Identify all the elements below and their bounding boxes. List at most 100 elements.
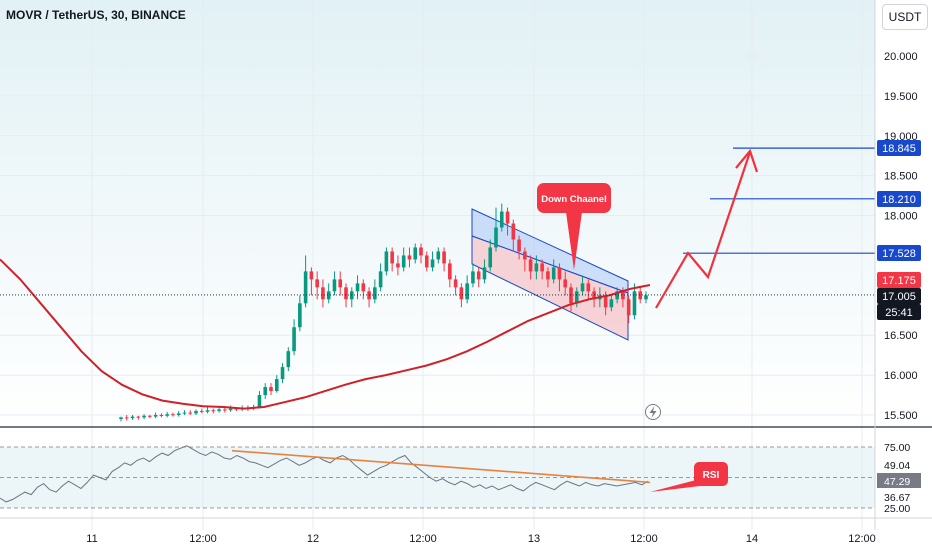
- candle-body: [488, 247, 493, 268]
- rsi-tick-label: 25.00: [884, 503, 910, 515]
- candle-body: [401, 255, 406, 268]
- candle-body: [638, 291, 643, 300]
- candle: [511, 219, 516, 252]
- candle-body: [632, 291, 637, 316]
- candle: [442, 247, 446, 272]
- moving-average-line: [0, 258, 651, 410]
- price-label-text: 25:41: [885, 307, 913, 319]
- rsi-callout: RSI: [650, 462, 728, 492]
- candle-body: [448, 263, 452, 280]
- candle-body: [511, 223, 516, 240]
- rsi-value-label: 49.04: [884, 460, 910, 472]
- candle: [326, 283, 331, 304]
- price-label: 17.005: [877, 288, 921, 304]
- candle-body: [557, 267, 562, 280]
- candle: [615, 287, 619, 304]
- candle-body: [130, 416, 135, 419]
- candle-body: [574, 291, 579, 304]
- candle-body: [234, 408, 239, 410]
- grid-lines: [0, 0, 875, 530]
- time-tick-label: 12:00: [848, 533, 876, 545]
- candle: [124, 415, 129, 421]
- candle: [194, 409, 198, 415]
- candle: [309, 267, 314, 296]
- channel-callout-pointer: [566, 212, 582, 270]
- candle-body: [523, 251, 527, 260]
- candle: [586, 279, 591, 300]
- candle-body: [182, 412, 187, 414]
- price-label-box: [877, 245, 921, 261]
- candle: [274, 375, 279, 393]
- candle: [148, 415, 152, 419]
- rsi-trend-line: [231, 449, 651, 484]
- time-tick-label: 13: [528, 533, 540, 545]
- price-label-box: [877, 288, 921, 304]
- time-tick-label: 12:00: [630, 533, 658, 545]
- candle-body: [205, 410, 210, 412]
- candle-body: [465, 283, 469, 300]
- candle-body: [424, 255, 429, 268]
- candle-body: [413, 247, 418, 260]
- rsi-value-text: 36.67: [884, 492, 910, 504]
- candle: [424, 251, 429, 272]
- candle: [373, 279, 377, 304]
- candle-body: [373, 287, 377, 300]
- price-label-box: [877, 140, 921, 156]
- candle-body: [171, 414, 175, 416]
- candle-body: [442, 251, 446, 264]
- candle-body: [274, 379, 279, 392]
- candle: [488, 239, 493, 272]
- price-label: 17.175: [877, 272, 921, 288]
- price-tick-label: 20.000: [884, 51, 918, 63]
- candle: [361, 279, 366, 300]
- candle: [482, 259, 487, 284]
- candle: [407, 247, 412, 268]
- rsi-callout-pointer: [650, 479, 700, 492]
- currency-button[interactable]: USDT: [882, 4, 928, 30]
- time-tick-label: 12:00: [189, 533, 217, 545]
- candle: [303, 255, 308, 308]
- candle: [563, 271, 568, 296]
- candle: [546, 267, 550, 288]
- candle-body: [199, 411, 204, 413]
- candle-body: [621, 291, 625, 300]
- candle: [269, 383, 273, 396]
- candle-body: [332, 279, 337, 292]
- price-tick-label: 16.500: [884, 330, 918, 342]
- candle-body: [321, 287, 325, 300]
- candle: [188, 410, 193, 415]
- candle-body: [217, 409, 221, 412]
- time-tick-label: 14: [746, 533, 758, 545]
- candle: [528, 255, 533, 280]
- candle: [315, 271, 319, 300]
- channel-callout-label: Down Chaanel: [541, 194, 606, 205]
- candle-body: [361, 283, 366, 292]
- candle-body: [476, 271, 481, 280]
- price-label: 25:41: [877, 304, 921, 320]
- candle: [159, 413, 164, 418]
- annotations: Down Chaanel RSI: [537, 148, 759, 492]
- candle: [176, 411, 181, 417]
- candle-body: [257, 395, 262, 408]
- candle: [499, 203, 504, 232]
- candle-body: [609, 299, 614, 308]
- candle-body: [326, 291, 331, 300]
- projection-arrowhead: [735, 148, 759, 173]
- time-tick-label: 11: [86, 533, 97, 545]
- price-pane[interactable]: [0, 147, 875, 422]
- candle-body: [586, 283, 591, 292]
- candle-body: [540, 263, 544, 272]
- price-label: 18.845: [877, 140, 921, 156]
- candle: [448, 259, 452, 288]
- candle: [119, 416, 123, 422]
- candle-body: [390, 251, 394, 264]
- rsi-pane[interactable]: [0, 445, 875, 509]
- candle-body: [165, 414, 169, 416]
- channel-callout: Down Chaanel: [537, 183, 611, 270]
- price-label-text: 17.528: [882, 248, 916, 260]
- candle: [263, 383, 268, 400]
- candle-body: [494, 227, 498, 248]
- price-label-box: [877, 191, 921, 207]
